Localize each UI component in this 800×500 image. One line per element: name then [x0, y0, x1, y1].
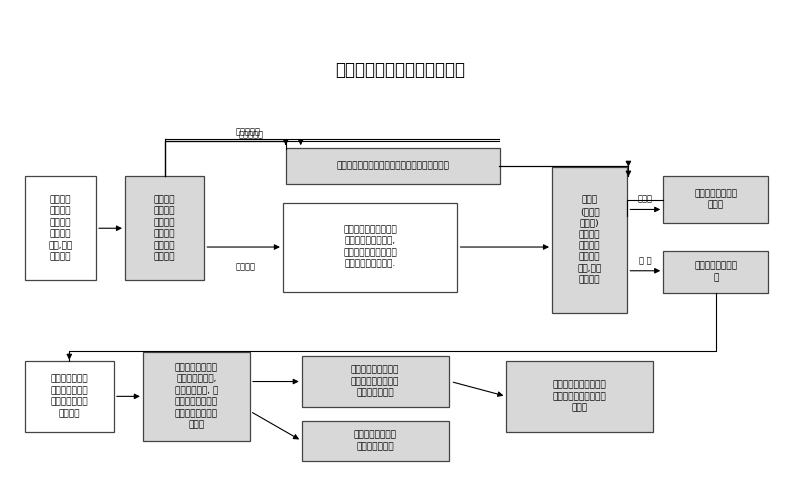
Text: 建设工程竣工结算审计流程图: 建设工程竣工结算审计流程图 — [335, 61, 465, 79]
Bar — [286, 148, 500, 184]
Bar — [142, 352, 250, 441]
Bar — [25, 176, 96, 280]
Text: 工程管理
部门组织
相关部门
进行工程
验收,备齐
送审资料: 工程管理 部门组织 相关部门 进行工程 验收,备齐 送审资料 — [48, 195, 73, 262]
Bar — [506, 361, 654, 432]
Bar — [663, 251, 769, 292]
Text: 工程管理
部门对施
工单位编
制的工程
结算资料
进行初审: 工程管理 部门对施 工单位编 制的工程 结算资料 进行初审 — [154, 195, 175, 262]
Bar — [302, 356, 449, 407]
Text: 工程管理部门初审后将
全部资料送交财务科,
同时以书面形式提交初
审过程中发现的问题.: 工程管理部门初审后将 全部资料送交财务科, 同时以书面形式提交初 审过程中发现的… — [343, 226, 397, 268]
Bar — [552, 167, 627, 314]
Text: 财务科
(社会中
介机构)
审计人员
检查送交
资料是否
齐全,是否
符合要求: 财务科 (社会中 介机构) 审计人员 检查送交 资料是否 齐全,是否 符合要求 — [578, 196, 602, 284]
Bar — [283, 202, 457, 292]
Bar — [302, 421, 449, 461]
Text: 不符合: 不符合 — [638, 194, 653, 203]
Text: 社会中介机构出具
审计征求意见稿,
征求各方意见, 在
各方同意后再出具
审计报告和开审计
报告单: 社会中介机构出具 审计征求意见稿, 征求各方意见, 在 各方同意后再出具 审计报… — [174, 363, 218, 430]
Text: 初审不通过: 初审不通过 — [235, 128, 261, 137]
Text: 初审通过: 初审通过 — [236, 262, 256, 272]
Text: 由工程管理部门补
充完善: 由工程管理部门补 充完善 — [694, 190, 738, 210]
Bar — [25, 361, 114, 432]
Text: 工程管理部门凭审计报
告和审计报告单办理财
务结算: 工程管理部门凭审计报 告和审计报告单办理财 务结算 — [553, 380, 606, 412]
Bar — [125, 176, 204, 280]
Text: 退回施工单位修改重做或工程管理部门修改纠正: 退回施工单位修改重做或工程管理部门修改纠正 — [337, 162, 450, 170]
Text: 工程管理部门签字领
取审计报告、审计报
告单和送审资料: 工程管理部门签字领 取审计报告、审计报 告单和送审资料 — [351, 366, 399, 398]
Text: 由审计人员登记接
收: 由审计人员登记接 收 — [694, 262, 738, 282]
Text: 社会中介机构在
规定时间内实施
审计、工程管理
部门配合: 社会中介机构在 规定时间内实施 审计、工程管理 部门配合 — [50, 374, 88, 418]
Bar — [663, 176, 769, 224]
Text: 初审不通过: 初审不通过 — [238, 131, 263, 140]
Text: 审计报告留底、登
记、存档和归档: 审计报告留底、登 记、存档和归档 — [354, 430, 397, 451]
Text: 符 合: 符 合 — [639, 256, 651, 266]
